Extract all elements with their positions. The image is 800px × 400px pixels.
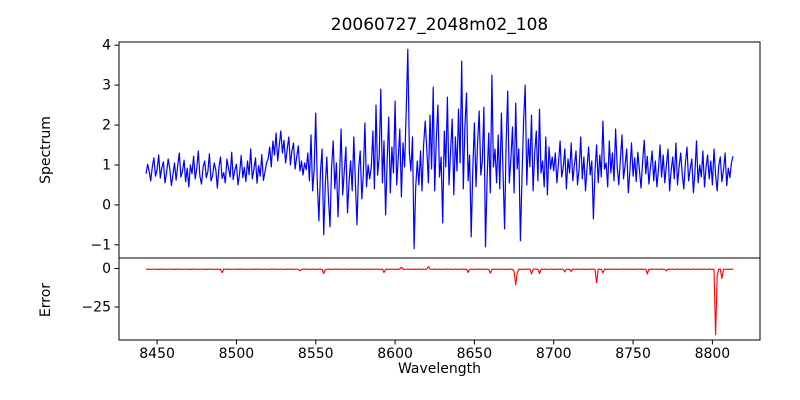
spectrum-y-tick-label: 2 (102, 118, 111, 134)
x-tick-label: 8500 (219, 346, 255, 362)
error-y-tick-label: −25 (81, 300, 111, 316)
spectrum-y-tick-label: 3 (102, 78, 111, 94)
error-y-tick-label: 0 (102, 261, 111, 277)
spectrum-y-tick-label: 4 (102, 38, 111, 54)
x-tick-label: 8700 (536, 346, 572, 362)
error-panel-frame (118, 257, 761, 341)
chart-title: 20060727_2048m02_108 (330, 15, 549, 35)
x-tick-label: 8550 (298, 346, 334, 362)
spectrum-y-tick-label: 1 (102, 157, 111, 173)
x-tick-label: 8800 (695, 346, 731, 362)
error-y-axis-label: Error (38, 282, 54, 318)
series-lines (145, 48, 734, 336)
x-tick-label: 8600 (377, 346, 413, 362)
x-tick-label: 8650 (457, 346, 493, 362)
x-tick-label: 8750 (615, 346, 651, 362)
x-axis-label: Wavelength (397, 361, 482, 377)
spectrum-y-tick-label: 0 (102, 197, 111, 213)
spectrum-y-tick-label: −1 (90, 237, 111, 253)
x-tick-label: 8450 (139, 346, 175, 362)
axis-ticks: −1 0 1 2 3 4 0 −25 8450 8500 8550 8600 8650 8700 8750 8… (81, 38, 730, 362)
spectrum-line (145, 48, 734, 250)
spectrum-panel-frame (118, 41, 761, 259)
error-line (145, 266, 734, 336)
spectrum-y-axis-label: Spectrum (38, 116, 54, 184)
